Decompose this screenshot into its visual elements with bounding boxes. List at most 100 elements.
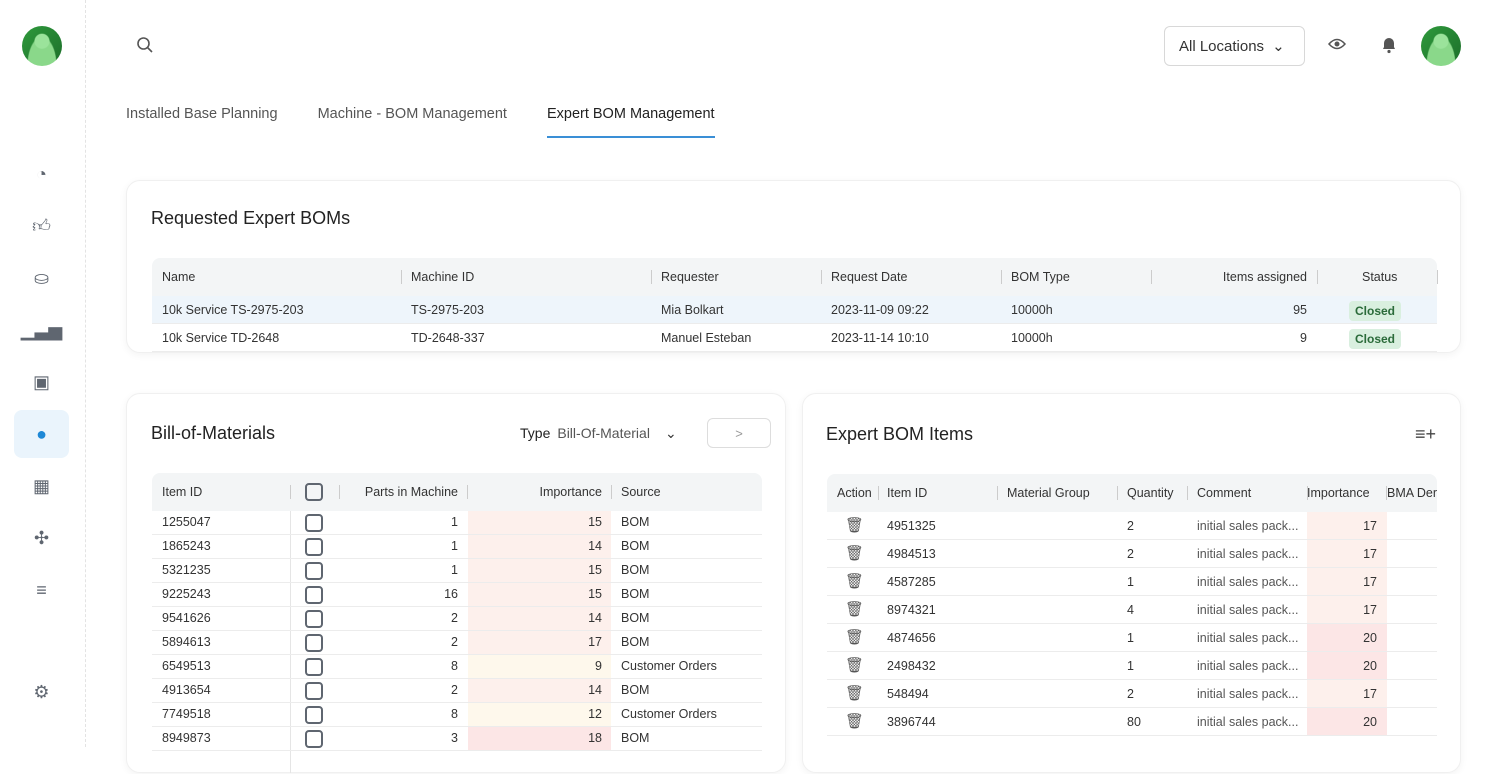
row-checkbox[interactable] [305,706,323,724]
importance: 18 [588,731,602,745]
row-checkbox[interactable] [305,514,323,532]
table-row[interactable]: 🗑︎ 8974321 4 initial sales pack... 17 [827,596,1437,624]
importance-bg [1307,680,1387,707]
importance: 14 [588,683,602,697]
comment: initial sales pack... [1197,715,1299,729]
item-id: 6549513 [162,659,211,673]
settings-icon[interactable]: ⚙ [33,681,50,702]
source: Customer Orders [621,659,717,673]
table-row[interactable]: 🗑︎ 2498432 1 initial sales pack... 20 [827,652,1437,680]
table-row[interactable]: 🗑︎ 4984513 2 initial sales pack... 17 [827,540,1437,568]
tab-installed-base-planning[interactable]: Installed Base Planning [126,106,278,122]
table-row[interactable]: 🗑︎ 4951325 2 initial sales pack... 17 [827,512,1437,540]
select-all-checkbox[interactable] [305,483,323,501]
quantity: 1 [1127,575,1134,589]
bell-icon[interactable] [1381,36,1397,59]
column-separator [1151,270,1152,284]
table-row[interactable]: 6549513 8 9 Customer Orders [152,655,762,679]
trash-icon[interactable]: 🗑︎ [845,517,865,534]
calendar-icon[interactable]: ▦ [32,475,50,496]
table-row[interactable]: 9225243 16 15 BOM [152,583,762,607]
table-row[interactable]: 8949873 3 18 BOM [152,727,762,751]
user-avatar[interactable] [1421,26,1461,66]
source: BOM [621,515,650,529]
globe-icon[interactable]: ● [14,410,69,458]
trash-icon[interactable]: 🗑︎ [845,573,865,590]
table-row[interactable]: 1865243 1 14 BOM [152,535,762,559]
column-header: Request Date [831,270,908,284]
importance-bg [468,727,611,750]
row-checkbox[interactable] [305,586,323,604]
column-separator [1437,270,1438,284]
row-checkbox[interactable] [305,658,323,676]
chart-icon[interactable]: ▁▃▅ [20,319,63,340]
cell: 10000h [1011,303,1053,317]
table-row[interactable]: 9541626 2 14 BOM [152,607,762,631]
importance: 9 [595,659,602,673]
importance-bg [468,535,611,558]
row-checkbox[interactable] [305,730,323,748]
table-row[interactable]: 🗑︎ 4587285 1 initial sales pack... 17 [827,568,1437,596]
column-header: Items assigned [1222,270,1307,284]
importance-bg [468,511,611,534]
expert-items-table: Action Item ID Material Group Quantity Comme… [827,474,1437,774]
table-row[interactable]: 🗑︎ 3896744 80 initial sales pack... 20 [827,708,1437,736]
monitor-icon[interactable]: ▣ [32,371,50,392]
requested-expert-boms-card: Requested Expert BOMs Name Machine ID Requ… [126,180,1461,353]
trash-icon[interactable]: 🗑︎ [845,685,865,702]
column-separator [878,486,879,500]
table-row[interactable]: 5894613 2 17 BOM [152,631,762,655]
row-checkbox[interactable] [305,538,323,556]
row-checkbox[interactable] [305,634,323,652]
row-checkbox[interactable] [305,682,323,700]
thumbs-up-icon[interactable]: 👍︎ [32,216,51,236]
row-checkbox[interactable] [305,562,323,580]
tab-expert-bom-management[interactable]: Expert BOM Management [546,106,715,138]
expert-bom-items-card: Expert BOM Items ≡+ Action Item ID Materia… [802,393,1461,773]
trash-icon[interactable]: 🗑︎ [845,713,865,730]
trash-icon[interactable]: 🗑︎ [845,629,865,646]
table-row[interactable]: 🗑︎ 4874656 1 initial sales pack... 20 [827,624,1437,652]
importance-bg [468,559,611,582]
cell: 2023-11-09 09:22 [831,303,929,317]
column-separator [1001,270,1002,284]
trash-icon[interactable]: 🗑︎ [845,545,865,562]
status-badge: Closed [1349,301,1402,321]
trash-icon[interactable]: 🗑︎ [845,657,865,674]
tab-machine-bom-management[interactable]: Machine - BOM Management [317,106,507,122]
location-select[interactable]: All Locations ⌄ [1164,26,1305,66]
item-id: 2498432 [887,659,936,673]
eye-icon[interactable] [1327,37,1347,56]
item-id: 4984513 [887,547,936,561]
table-row[interactable]: 🗑︎ 548494 2 initial sales pack... 17 [827,680,1437,708]
logo-avatar[interactable] [22,26,62,66]
table-row[interactable]: 10k Service TD-2648 TD-2648-337 Manuel Est… [152,324,1437,352]
item-id: 5321235 [162,563,211,577]
column-header: Importance [539,485,602,499]
table-row[interactable]: 10k Service TS-2975-203 TS-2975-203 Mia Bo… [152,296,1437,324]
table-row[interactable]: 5321235 1 15 BOM [152,559,762,583]
type-filter[interactable]: Type Bill-Of-Material ⌄ [520,425,677,442]
menu-lines-icon[interactable]: ≡ [36,579,47,600]
dashboard-icon[interactable]: ◔ [36,163,47,184]
item-id: 4913654 [162,683,211,697]
table-row[interactable]: 7749518 8 12 Customer Orders [152,703,762,727]
cell: TS-2975-203 [411,303,484,317]
puzzle-icon[interactable]: ✣ [33,527,50,548]
row-checkbox[interactable] [305,610,323,628]
type-value: Bill-Of-Material [557,425,650,441]
table-row[interactable]: 1255047 1 15 BOM [152,511,762,535]
comment: initial sales pack... [1197,547,1299,561]
search-icon[interactable] [136,36,154,59]
chevron-down-icon: ⌄ [664,425,677,441]
item-id: 548494 [887,687,929,701]
items-assigned: 95 [1293,303,1307,317]
trash-icon[interactable]: 🗑︎ [845,601,865,618]
importance: 17 [1363,575,1377,589]
column-separator [290,485,291,499]
add-list-icon[interactable]: ≡+ [1415,424,1437,444]
next-button[interactable]: > [707,418,771,448]
status-cell: Closed [1349,329,1402,349]
table-row[interactable]: 4913654 2 14 BOM [152,679,762,703]
basket-icon[interactable]: ⛀ [33,267,50,288]
